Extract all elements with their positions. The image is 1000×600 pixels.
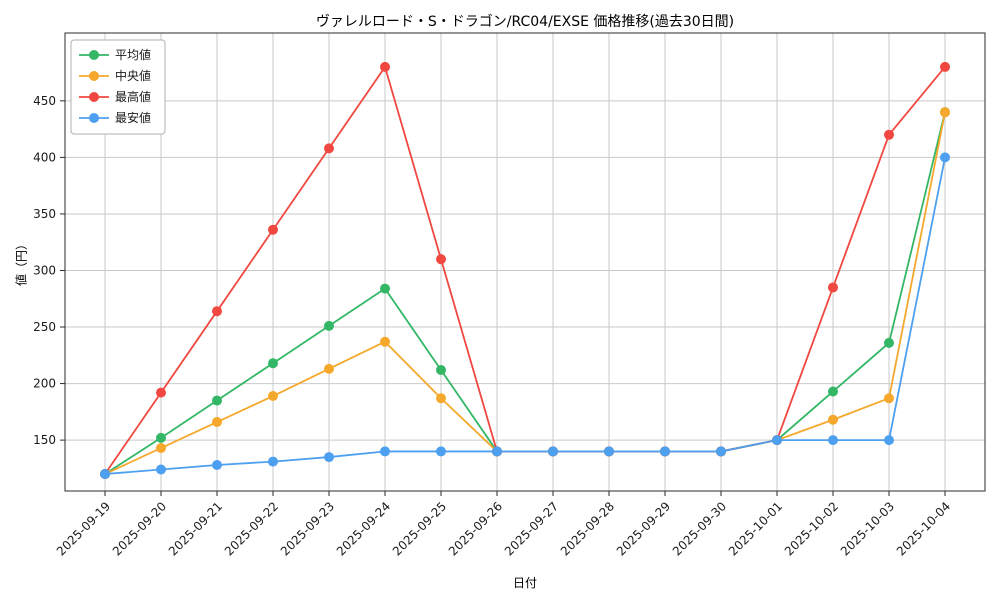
series-marker-中央値 <box>324 363 334 374</box>
series-marker-最高値 <box>212 306 222 317</box>
series-marker-最安値 <box>884 435 894 446</box>
series-marker-平均値 <box>828 386 838 397</box>
series-line-中央値 <box>104 111 946 475</box>
x-tick-label: 2025-09-28 <box>558 499 617 558</box>
series-marker-最安値 <box>548 446 558 457</box>
y-tick-label: 200 <box>33 377 56 391</box>
x-tick-label: 2025-09-26 <box>446 499 505 558</box>
series-marker-最安値 <box>828 435 838 446</box>
y-tick-label: 150 <box>33 433 56 447</box>
series-marker-平均値 <box>884 337 894 348</box>
x-tick-label: 2025-10-03 <box>838 499 897 558</box>
series-marker-最高値 <box>156 387 166 398</box>
x-tick-label: 2025-10-01 <box>726 499 785 558</box>
series-marker-最安値 <box>436 446 446 457</box>
x-tick-label: 2025-09-20 <box>110 499 169 558</box>
series-marker-最高値 <box>884 129 894 140</box>
x-tick-label: 2025-09-21 <box>166 499 225 558</box>
chart-title: ヴァレルロード・S・ドラゴン/RC04/EXSE 価格推移(過去30日間) <box>315 14 735 30</box>
series-marker-最安値 <box>212 459 222 470</box>
y-axis-label: 値（円） <box>14 237 29 287</box>
series-marker-最安値 <box>604 446 614 457</box>
legend-marker-最高値 <box>89 92 99 102</box>
series-marker-最安値 <box>940 152 950 163</box>
series-marker-最高値 <box>828 282 838 293</box>
legend-label-最安値: 最安値 <box>115 110 151 125</box>
y-tick-label: 300 <box>33 263 56 277</box>
series-marker-最高値 <box>268 224 278 235</box>
series-marker-最安値 <box>324 452 334 463</box>
x-tick-label: 2025-09-23 <box>278 499 337 558</box>
x-tick-label: 2025-09-24 <box>334 499 393 558</box>
y-tick-label: 350 <box>33 207 56 221</box>
series-marker-最安値 <box>380 446 390 457</box>
x-axis-label: 日付 <box>512 576 537 590</box>
series-line-平均値 <box>104 111 946 475</box>
legend-marker-平均値 <box>89 50 99 60</box>
x-tick-label: 2025-10-02 <box>782 499 841 558</box>
x-tick-label: 2025-09-30 <box>670 499 729 558</box>
series-marker-平均値 <box>380 283 390 294</box>
x-tick-label: 2025-09-29 <box>614 499 673 558</box>
series-marker-最安値 <box>268 456 278 467</box>
series-marker-最安値 <box>492 446 502 457</box>
series-marker-中央値 <box>940 107 950 118</box>
series-marker-最高値 <box>436 254 446 265</box>
series-marker-平均値 <box>436 364 446 375</box>
x-tick-label: 2025-09-27 <box>502 499 561 558</box>
legend-label-最高値: 最高値 <box>115 89 151 104</box>
series-marker-中央値 <box>212 417 222 428</box>
series-marker-最安値 <box>156 464 166 475</box>
legend-marker-最安値 <box>89 113 99 123</box>
series-marker-最高値 <box>940 61 950 72</box>
series-marker-平均値 <box>156 432 166 443</box>
series-marker-最安値 <box>716 446 726 457</box>
series-line-最安値 <box>104 157 946 475</box>
series-marker-平均値 <box>324 320 334 331</box>
legend-marker-中央値 <box>89 71 99 81</box>
series-marker-最高値 <box>380 61 390 72</box>
series-marker-中央値 <box>828 414 838 425</box>
series-marker-最安値 <box>100 469 110 480</box>
series-marker-中央値 <box>156 443 166 454</box>
legend-label-平均値: 平均値 <box>115 47 151 62</box>
y-tick-label: 250 <box>33 320 56 334</box>
series-marker-中央値 <box>268 391 278 402</box>
series-marker-最安値 <box>772 435 782 446</box>
series-marker-最高値 <box>324 143 334 154</box>
series-marker-平均値 <box>268 358 278 369</box>
plot-border <box>64 32 986 492</box>
legend-box <box>70 39 166 135</box>
x-tick-label: 2025-09-25 <box>390 499 449 558</box>
x-tick-label: 2025-09-22 <box>222 499 281 558</box>
series-marker-平均値 <box>212 395 222 406</box>
x-tick-label: 2025-10-04 <box>894 499 953 558</box>
series-marker-最安値 <box>660 446 670 457</box>
y-tick-label: 400 <box>33 150 56 164</box>
x-tick-label: 2025-09-19 <box>54 499 113 558</box>
series-marker-中央値 <box>380 336 390 347</box>
series-marker-中央値 <box>884 393 894 404</box>
legend-label-中央値: 中央値 <box>115 68 151 83</box>
series-marker-中央値 <box>436 393 446 404</box>
y-tick-label: 450 <box>33 94 56 108</box>
